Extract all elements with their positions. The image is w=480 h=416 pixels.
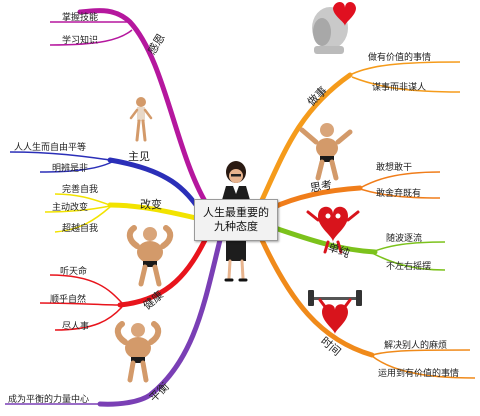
branch-jiankang-line [117, 235, 209, 308]
muscle-pose-icon [114, 321, 162, 383]
heart-barbell-icon [308, 290, 362, 334]
leaf-shijian-2[interactable]: 运用到有价值的事情 [378, 369, 460, 379]
branch-gaibian-line [107, 202, 199, 221]
leaf-zuoshi-1[interactable]: 做有价值的事情 [368, 53, 432, 63]
branch-shijian-line [259, 237, 375, 358]
leaf-pingheng-1[interactable]: 成为平衡的力量中心 [8, 395, 90, 405]
leaf-sikao-2[interactable]: 敢舍弃既有 [376, 189, 422, 199]
branch-label-zhujian[interactable]: 主见 [128, 150, 150, 163]
leaf-danchun-1[interactable]: 随波逐流 [386, 234, 423, 244]
leaf-line-gaibian-2 [44, 205, 111, 213]
leaf-ganen-1[interactable]: 掌握技能 [62, 13, 99, 23]
leaf-line-gaibian-1 [54, 193, 111, 206]
central-topic-line1: 人生最重要的 [203, 206, 269, 219]
leaf-line-jiankang-2 [39, 302, 121, 306]
leaf-sikao-1[interactable]: 敢想敢干 [376, 163, 413, 173]
leaf-line-jiankang-1 [49, 274, 123, 304]
leaf-line-zhujian-1 [9, 151, 111, 161]
leaf-line-sikao-2 [359, 188, 441, 199]
branch-danchun-line [272, 225, 378, 255]
leaf-line-danchun-2 [371, 252, 446, 271]
leaf-gaibian-2[interactable]: 主动改变 [52, 203, 89, 213]
branch-zuoshi-line [259, 72, 353, 203]
branch-label-gaibian[interactable]: 改变 [140, 198, 162, 211]
branch-ganen-line [77, 8, 209, 206]
leaf-line-sikao-1 [359, 171, 441, 189]
leaf-shijian-1[interactable]: 解决别人的麻烦 [384, 341, 448, 351]
branch-pingheng-line [97, 237, 223, 407]
leaf-line-ganen-2 [49, 29, 133, 46]
leaf-zuoshi-2[interactable]: 谋事而非谋人 [372, 83, 427, 93]
leaf-line-zhujian-2 [39, 161, 113, 173]
leaf-jiankang-3[interactable]: 尽人事 [62, 322, 90, 332]
central-topic-line2: 九种态度 [214, 220, 258, 233]
leaf-zhujian-2[interactable]: 明辨是非 [52, 164, 89, 174]
leaf-line-danchun-1 [371, 241, 446, 253]
central-topic[interactable]: 人生最重要的 九种态度 [194, 199, 278, 241]
leaf-ganen-2[interactable]: 学习知识 [62, 36, 99, 46]
strongman-icon [126, 225, 174, 287]
leaf-gaibian-1[interactable]: 完善自我 [62, 185, 99, 195]
branch-sikao-line [269, 185, 363, 211]
leaf-line-zuoshi-2 [351, 76, 461, 93]
leaf-line-gaibian-3 [54, 206, 111, 233]
heart-head-icon [312, 2, 356, 54]
leaf-jiankang-1[interactable]: 听天命 [60, 267, 88, 277]
leaf-line-jiankang-3 [54, 306, 123, 331]
leaf-danchun-2[interactable]: 不左右摇摆 [386, 262, 432, 272]
leaf-line-zuoshi-1 [349, 61, 461, 76]
leaf-gaibian-3[interactable]: 超越自我 [62, 224, 99, 234]
leaf-jiankang-2[interactable]: 顺乎自然 [50, 295, 87, 305]
bodybuilder-icon [299, 123, 353, 181]
leaf-line-shijian-2 [371, 355, 476, 379]
leaf-line-shijian-1 [371, 349, 471, 356]
heart-character-icon [306, 206, 360, 254]
businesswoman-icon [222, 161, 250, 282]
athlete-figure-icon [129, 97, 153, 142]
leaf-zhujian-1[interactable]: 人人生而自由平等 [14, 143, 87, 153]
